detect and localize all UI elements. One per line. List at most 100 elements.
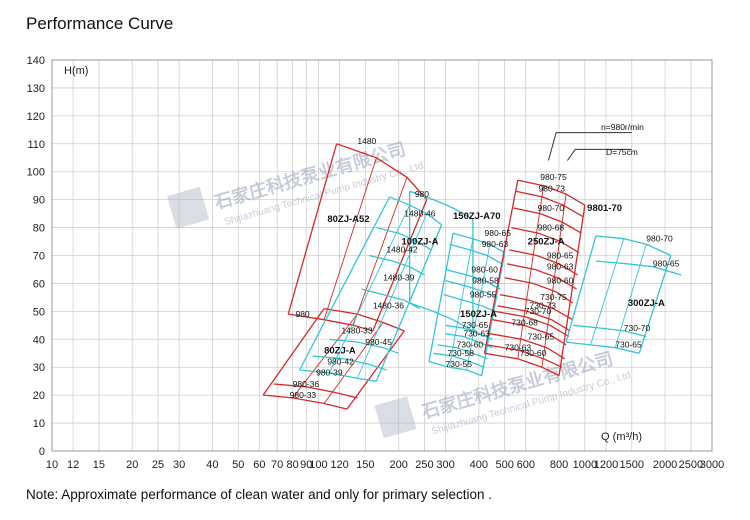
y-tick-label: 90 bbox=[33, 195, 45, 207]
curve-250ZJ-A-730-70 bbox=[494, 310, 570, 338]
curve-label: 980-55 bbox=[470, 289, 497, 299]
footnote: Note: Approximate performance of clean w… bbox=[26, 487, 492, 502]
y-tick-label: 50 bbox=[33, 306, 45, 318]
x-tick-label: 500 bbox=[495, 459, 513, 471]
curve-100ZJ-A-1480-46 bbox=[389, 196, 442, 226]
x-tick-label: 30 bbox=[173, 459, 185, 471]
speed-annotation: n=980r/min bbox=[601, 122, 644, 132]
curve-150ZJ-A-980-63 bbox=[449, 243, 503, 265]
curve-label: 980-70 bbox=[646, 234, 673, 244]
curve-label: 730-60 bbox=[457, 340, 484, 350]
x-tick-label: 120 bbox=[330, 459, 348, 471]
curve-80ZJ-A52-980 bbox=[288, 313, 373, 332]
y-tick-label: 120 bbox=[27, 111, 45, 123]
watermark-logo bbox=[374, 396, 417, 439]
efficiency-divider bbox=[352, 177, 408, 326]
efficiency-divider bbox=[323, 322, 384, 404]
efficiency-divider bbox=[448, 238, 474, 368]
pump-model-label: 100ZJ-A bbox=[402, 236, 439, 247]
curve-150ZJ-A-730-58 bbox=[433, 352, 485, 368]
efficiency-divider bbox=[323, 157, 377, 320]
efficiency-divider bbox=[590, 238, 625, 346]
pump-model-label: 80ZJ-A52 bbox=[327, 214, 369, 225]
curve-label: 980-70 bbox=[538, 203, 565, 213]
curve-150ZJ-A-980-58 bbox=[445, 279, 498, 298]
curve-label: 730-73 bbox=[530, 301, 557, 311]
boundary-left bbox=[287, 143, 338, 315]
curve-label: 980-33 bbox=[290, 390, 317, 400]
curve-250ZJ-A-980-63 bbox=[506, 263, 577, 290]
curve-150ZJ-A-980-60 bbox=[445, 268, 501, 290]
x-tick-label: 12 bbox=[67, 459, 79, 471]
x-tick-label: 100 bbox=[309, 459, 327, 471]
x-tick-label: 60 bbox=[253, 459, 265, 471]
y-tick-label: 0 bbox=[39, 446, 45, 458]
curve-label: 730-68 bbox=[511, 317, 538, 327]
curve-label: 730-63 bbox=[463, 328, 490, 338]
efficiency-divider bbox=[292, 313, 358, 399]
boundary-right bbox=[481, 252, 506, 376]
curve-250ZJ-A-730-60 bbox=[484, 352, 560, 377]
curve-label: 980-65 bbox=[547, 250, 574, 260]
curve-150ZJ-A-730-55 bbox=[428, 360, 482, 377]
curve-label: 730-65 bbox=[462, 320, 489, 330]
curve-label: 730-65 bbox=[528, 331, 555, 341]
curve-150ZJ-A-980-55 bbox=[443, 293, 496, 312]
boundary-left bbox=[299, 196, 391, 371]
curve-label: 1480 bbox=[357, 136, 376, 146]
curve-label: 730-75 bbox=[540, 292, 567, 302]
efficiency-divider bbox=[517, 185, 545, 359]
curve-label: 980-39 bbox=[316, 368, 343, 378]
x-tick-label: 250 bbox=[415, 459, 433, 471]
curve-label: 1480-46 bbox=[404, 208, 435, 218]
x-axis-label: Q (m³/h) bbox=[601, 431, 642, 443]
curve-300ZJ-A-730-65 bbox=[566, 341, 640, 354]
boundary-right bbox=[372, 199, 428, 332]
pump-model-label: 150ZJ-A bbox=[460, 309, 497, 320]
x-tick-label: 80 bbox=[286, 459, 298, 471]
curve-label: 980-58 bbox=[472, 275, 499, 285]
chart-grid bbox=[51, 59, 713, 452]
curve-label: 1480-33 bbox=[341, 326, 372, 336]
curve-150ZJ-A70-980 bbox=[409, 190, 474, 220]
boundary-left bbox=[483, 179, 519, 354]
curve-250ZJ-A-730-73 bbox=[497, 305, 571, 332]
y-tick-label: 130 bbox=[27, 83, 45, 95]
boundary-right bbox=[638, 255, 672, 354]
x-tick-label: 300 bbox=[436, 459, 454, 471]
curve-label: 730-70 bbox=[624, 323, 651, 333]
curve-80ZJ-A-1480-33 bbox=[323, 307, 405, 332]
curve-label: 1480-36 bbox=[373, 301, 404, 311]
curve-label: 980-63 bbox=[547, 261, 574, 271]
x-tick-label: 20 bbox=[126, 459, 138, 471]
curve-label: 980-60 bbox=[471, 264, 498, 274]
watermark-logo bbox=[167, 186, 210, 229]
y-tick-label: 80 bbox=[33, 223, 45, 235]
x-tick-label: 10 bbox=[46, 459, 58, 471]
boundary-right bbox=[375, 224, 443, 382]
curve-80ZJ-A52-1480 bbox=[336, 143, 428, 201]
curve-label: 980-60 bbox=[547, 275, 574, 285]
efficiency-divider bbox=[541, 193, 567, 368]
curve-150ZJ-A-980-65 bbox=[452, 232, 506, 254]
curve-label: 730-58 bbox=[447, 348, 474, 358]
x-tick-label: 800 bbox=[550, 459, 568, 471]
curve-80ZJ-A-980-33 bbox=[263, 394, 348, 410]
diameter-annotation: D=75cm bbox=[606, 147, 638, 157]
curve-100ZJ-A-1480-39 bbox=[368, 254, 425, 276]
curve-label: 980-65 bbox=[484, 228, 511, 238]
curve-250ZJ-A-980-75 bbox=[517, 179, 586, 206]
curve-250ZJ-A-730-63 bbox=[487, 344, 563, 368]
curve-label: 730-55 bbox=[446, 359, 473, 369]
curve-label: 980-75 bbox=[540, 172, 567, 182]
curve-150ZJ-A-730-65 bbox=[445, 324, 493, 340]
curve-300ZJ-A-730-70 bbox=[572, 324, 647, 338]
curve-150ZJ-A-730-60 bbox=[437, 344, 488, 360]
curve-label: 980-36 bbox=[293, 379, 320, 389]
pump-model-label: 9801-70 bbox=[587, 203, 622, 214]
curve-250ZJ-A-730-75 bbox=[499, 293, 574, 321]
efficiency-divider bbox=[329, 205, 411, 373]
curve-label: 730-70 bbox=[525, 306, 552, 316]
